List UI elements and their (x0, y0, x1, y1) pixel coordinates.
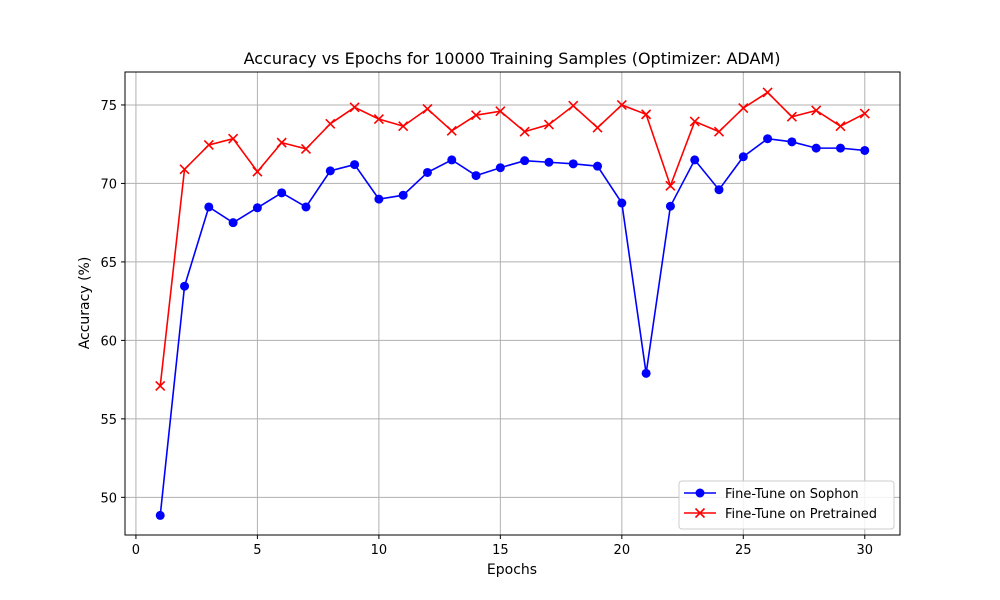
data-point (690, 155, 700, 165)
data-point (568, 100, 579, 111)
x-tick-label: 0 (132, 543, 140, 558)
data-point (714, 185, 724, 195)
data-point (495, 163, 505, 173)
data-point (859, 108, 870, 119)
legend-box (678, 480, 895, 530)
data-point (447, 155, 457, 165)
data-point (860, 145, 870, 155)
data-point (811, 105, 822, 116)
data-point (763, 134, 773, 144)
data-point (374, 194, 384, 204)
x-tick-label: 20 (614, 543, 631, 558)
legend: Fine-Tune on Sophon Fine-Tune on Pretrain… (678, 480, 895, 530)
data-point (787, 137, 797, 147)
data-point (422, 103, 433, 114)
data-point (373, 114, 384, 125)
data-point (495, 106, 506, 117)
data-point (203, 139, 214, 151)
series-line (159, 137, 865, 516)
legend-marker (694, 507, 706, 519)
series-layer (155, 87, 870, 520)
legend-marker (695, 488, 705, 498)
x-tick-label: 5 (253, 543, 261, 558)
x-tick-label: 10 (371, 543, 388, 558)
x-tick-label: 30 (856, 543, 873, 558)
data-point (520, 156, 530, 166)
legend-entry: Fine-Tune on Sophon (684, 487, 859, 502)
x-axis-label: Epochs (487, 562, 537, 578)
data-point (252, 166, 263, 177)
data-point (179, 164, 190, 175)
data-point (276, 137, 287, 148)
data-point (446, 125, 457, 136)
series-line (159, 91, 866, 386)
data-point (228, 133, 239, 144)
data-point (616, 99, 627, 111)
data-point (228, 218, 238, 228)
data-point (277, 188, 287, 198)
data-point (325, 118, 336, 129)
data-point (398, 121, 409, 132)
data-point (835, 143, 845, 153)
plot-frame (124, 71, 901, 536)
data-point (543, 119, 555, 130)
data-point (835, 121, 846, 132)
y-tick-label: 50 (100, 491, 117, 506)
grid (125, 72, 900, 535)
series-pretrained (155, 87, 870, 391)
y-tick-label: 70 (100, 177, 117, 192)
y-tick-label: 75 (100, 99, 117, 114)
data-point (325, 166, 335, 176)
data-point (641, 109, 652, 120)
data-point (204, 202, 214, 212)
data-point (519, 126, 530, 137)
legend-entry: Fine-Tune on Pretrained (684, 507, 877, 522)
legend-label: Fine-Tune on Pretrained (725, 507, 877, 522)
data-point (568, 159, 578, 169)
data-point (350, 160, 360, 170)
x-tick-label: 15 (492, 543, 509, 558)
x-tick-label: 25 (735, 543, 752, 558)
data-point (665, 180, 676, 191)
data-point (811, 143, 821, 153)
data-point (301, 202, 311, 212)
data-point (422, 167, 432, 177)
ticks: 0 5 10 15 20 25 30 50 55 60 65 70 75 (100, 99, 873, 558)
legend-label: Fine-Tune on Sophon (725, 487, 859, 502)
data-point (592, 122, 603, 133)
data-point (738, 152, 748, 162)
data-point (617, 198, 627, 208)
data-point (252, 203, 262, 213)
y-tick-label: 60 (100, 334, 117, 349)
chart-title: Accuracy vs Epochs for 10000 Training Sa… (244, 49, 781, 68)
data-point (738, 103, 749, 114)
data-point (713, 126, 725, 137)
data-point (641, 368, 651, 378)
data-point (762, 87, 773, 98)
data-point (665, 201, 675, 211)
y-tick-label: 65 (100, 256, 117, 271)
data-point (786, 111, 797, 122)
data-point (155, 380, 166, 391)
series-sophon (155, 134, 870, 520)
y-axis-label: Accuracy (%) (77, 257, 93, 350)
data-point (544, 157, 554, 167)
data-point (155, 510, 165, 520)
data-point (470, 110, 482, 121)
y-tick-label: 55 (100, 413, 117, 428)
data-point (300, 143, 312, 154)
data-point (689, 116, 700, 127)
data-point (180, 281, 190, 291)
data-point (349, 102, 360, 113)
data-point (471, 171, 481, 181)
data-point (593, 161, 603, 171)
data-point (398, 190, 408, 200)
